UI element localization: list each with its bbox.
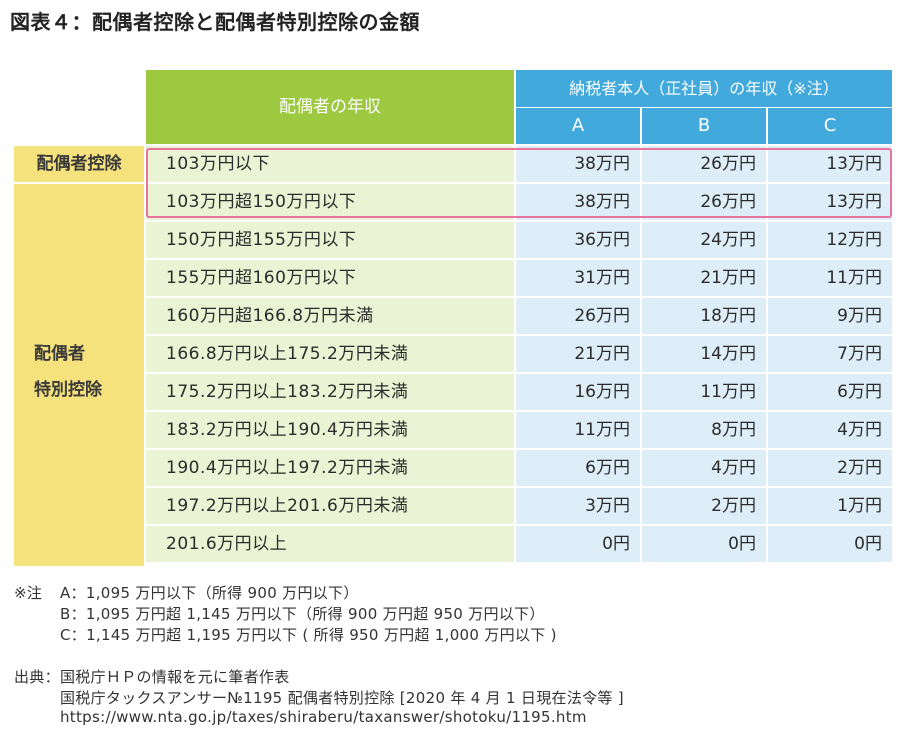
note-a: A：1,095 万円以下（所得 900 万円以下）: [60, 584, 359, 602]
amount-c-cell: 2万円: [768, 450, 892, 486]
amount-a-cell: 26万円: [516, 298, 640, 334]
header-taxpayer-income: 納税者本人（正社員）の年収（※注）: [516, 70, 892, 107]
note-b: B：1,095 万円超 1,145 万円以下（所得 900 万円超 950 万円…: [60, 605, 545, 623]
column-header-b: B: [642, 108, 766, 144]
source-label: 出典：: [14, 668, 60, 686]
page-title: 図表４：配偶者控除と配偶者特別控除の金額: [10, 10, 420, 34]
group-label-special-line2: 特別控除: [34, 380, 102, 400]
amount-c-cell: 6万円: [768, 374, 892, 410]
amount-c-cell: 1万円: [768, 488, 892, 524]
amount-c-cell: 13万円: [768, 184, 892, 220]
source-line-2: 国税庁タックスアンサー№1195 配偶者特別控除 [2020 年 4 月 1 日…: [60, 689, 624, 707]
amount-a-cell: 21万円: [516, 336, 640, 372]
group-label-special-line1: 配偶者: [34, 344, 85, 364]
amount-b-cell: 2万円: [642, 488, 766, 524]
amount-b-cell: 11万円: [642, 374, 766, 410]
amount-b-cell: 26万円: [642, 184, 766, 220]
income-cell: 197.2万円以上201.6万円未満: [146, 488, 514, 524]
source-line-1: 国税庁ＨＰの情報を元に筆者作表: [60, 668, 290, 686]
amount-c-cell: 0円: [768, 526, 892, 562]
amount-a-cell: 3万円: [516, 488, 640, 524]
amount-b-cell: 14万円: [642, 336, 766, 372]
amount-c-cell: 7万円: [768, 336, 892, 372]
source-url[interactable]: https://www.nta.go.jp/taxes/shiraberu/ta…: [60, 708, 587, 726]
amount-b-cell: 24万円: [642, 222, 766, 258]
income-cell: 190.4万円以上197.2万円未満: [146, 450, 514, 486]
income-cell: 175.2万円以上183.2万円未満: [146, 374, 514, 410]
amount-b-cell: 0円: [642, 526, 766, 562]
header-spouse-income: 配偶者の年収: [146, 70, 514, 144]
amount-b-cell: 21万円: [642, 260, 766, 296]
amount-a-cell: 11万円: [516, 412, 640, 448]
amount-c-cell: 9万円: [768, 298, 892, 334]
income-cell: 103万円超150万円以下: [146, 184, 514, 220]
amount-c-cell: 13万円: [768, 146, 892, 182]
amount-b-cell: 26万円: [642, 146, 766, 182]
group-label-special-deduction: 配偶者 特別控除: [14, 184, 144, 566]
group-label-spousal-deduction: 配偶者控除: [14, 146, 144, 182]
income-cell: 150万円超155万円以下: [146, 222, 514, 258]
note-c: C：1,145 万円超 1,195 万円以下 ( 所得 950 万円超 1,00…: [60, 626, 557, 644]
amount-b-cell: 18万円: [642, 298, 766, 334]
income-cell: 155万円超160万円以下: [146, 260, 514, 296]
income-cell: 103万円以下: [146, 146, 514, 182]
amount-c-cell: 4万円: [768, 412, 892, 448]
income-cell: 183.2万円以上190.4万円未満: [146, 412, 514, 448]
income-cell: 201.6万円以上: [146, 526, 514, 562]
amount-a-cell: 38万円: [516, 146, 640, 182]
amount-a-cell: 31万円: [516, 260, 640, 296]
amount-a-cell: 0円: [516, 526, 640, 562]
amount-b-cell: 8万円: [642, 412, 766, 448]
amount-a-cell: 36万円: [516, 222, 640, 258]
amount-a-cell: 16万円: [516, 374, 640, 410]
amount-c-cell: 11万円: [768, 260, 892, 296]
group-label-spousal-text: 配偶者控除: [36, 153, 122, 174]
income-cell: 166.8万円以上175.2万円未満: [146, 336, 514, 372]
column-header-c: C: [768, 108, 892, 144]
note-label: ※注: [14, 584, 43, 602]
income-cell: 160万円超166.8万円未満: [146, 298, 514, 334]
amount-a-cell: 38万円: [516, 184, 640, 220]
amount-c-cell: 12万円: [768, 222, 892, 258]
amount-a-cell: 6万円: [516, 450, 640, 486]
column-header-a: A: [516, 108, 640, 144]
amount-b-cell: 4万円: [642, 450, 766, 486]
